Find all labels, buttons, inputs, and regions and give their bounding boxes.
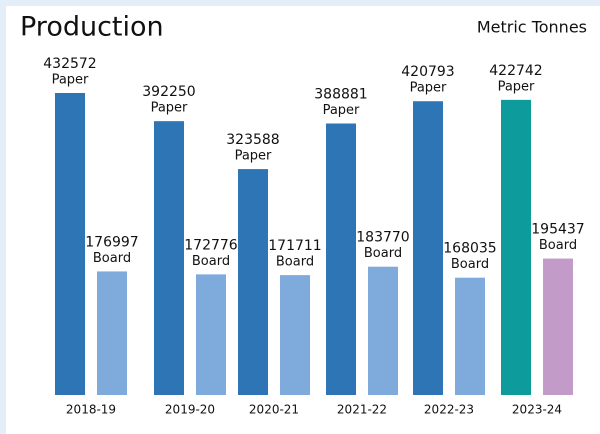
value-label: 176997: [85, 234, 138, 250]
bar: [238, 169, 268, 395]
chart-title: Production: [20, 12, 164, 43]
chart-subtitle: Metric Tonnes: [477, 18, 587, 37]
series-label: Board: [93, 251, 131, 266]
x-tick-label: 2020-21: [249, 403, 299, 417]
series-label: Paper: [498, 79, 535, 94]
bar: [326, 123, 356, 395]
value-label: 432572: [43, 56, 96, 72]
value-label: 172776: [184, 237, 238, 253]
value-label: 323588: [226, 132, 279, 148]
value-label: 388881: [314, 87, 367, 103]
value-label: 195437: [531, 222, 584, 238]
bar: [501, 99, 531, 396]
x-tick-label: 2019-20: [165, 403, 215, 417]
series-label: Paper: [323, 103, 360, 118]
series-label: Board: [451, 257, 489, 272]
value-label: 171711: [268, 238, 321, 254]
bar: [413, 101, 443, 395]
value-label: 422742: [489, 63, 542, 79]
bar: [97, 271, 127, 395]
x-tick-label: 2018-19: [66, 403, 116, 417]
bar: [196, 274, 226, 395]
value-label: 392250: [142, 84, 195, 100]
bar: [280, 275, 310, 395]
series-label: Board: [539, 238, 577, 253]
bar: [543, 258, 573, 395]
bar: [154, 121, 184, 395]
x-tick-label: 2021-22: [337, 403, 387, 417]
bar: [455, 277, 485, 395]
value-label: 168035: [443, 241, 496, 257]
series-label: Paper: [235, 149, 272, 164]
value-label: 183770: [356, 230, 409, 246]
bar: [55, 93, 85, 395]
series-label: Paper: [52, 73, 89, 88]
x-tick-label: 2023-24: [512, 403, 562, 417]
bar: [368, 266, 398, 395]
value-label: 420793: [401, 64, 454, 80]
series-label: Board: [276, 255, 314, 270]
series-label: Paper: [410, 81, 447, 96]
series-label: Paper: [151, 101, 188, 116]
series-label: Board: [192, 254, 230, 269]
series-label: Board: [364, 246, 402, 261]
x-tick-label: 2022-23: [424, 403, 474, 417]
